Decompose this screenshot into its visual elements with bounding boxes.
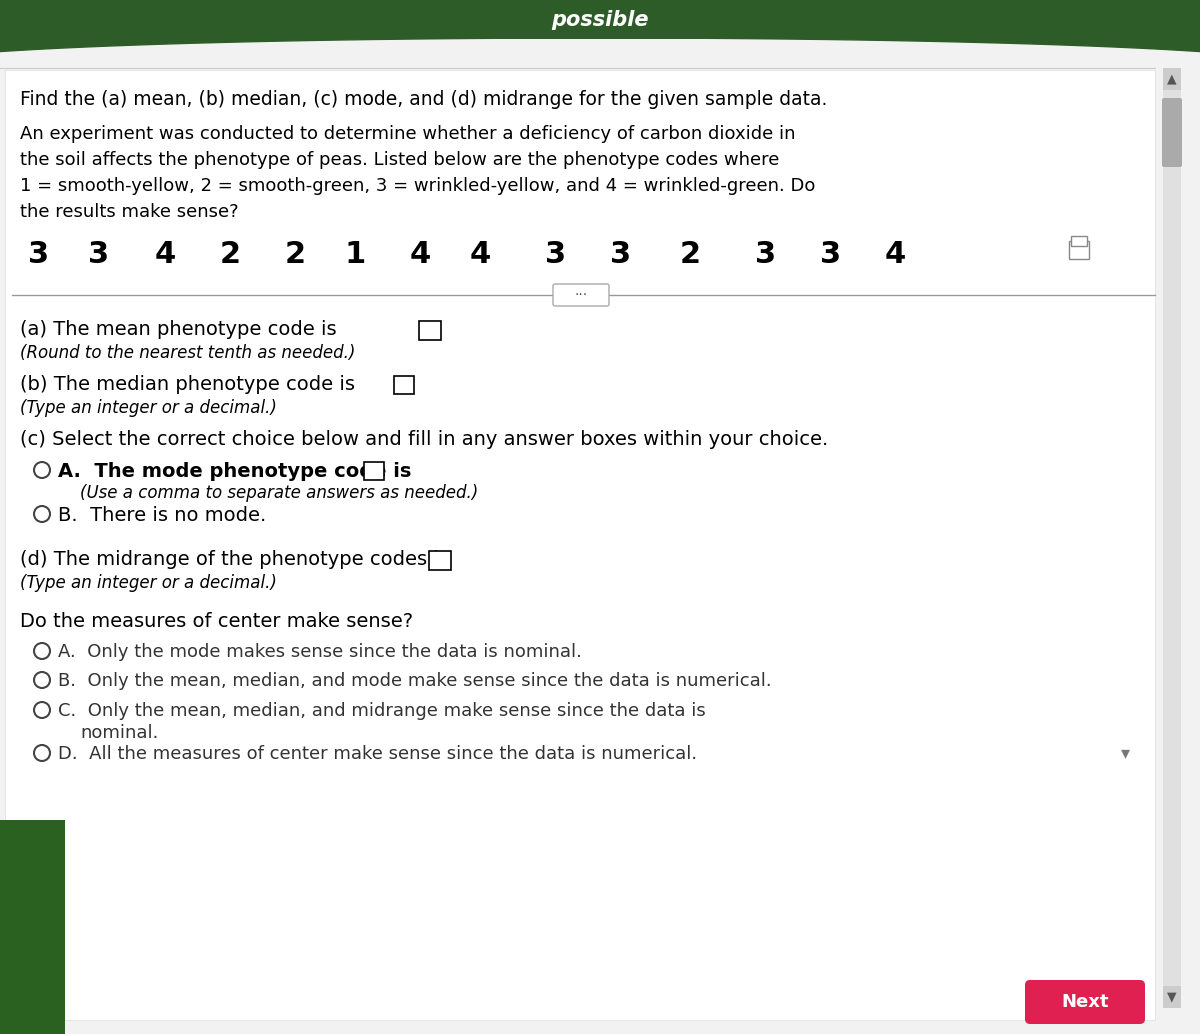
Text: Next: Next [1061, 993, 1109, 1011]
FancyBboxPatch shape [430, 551, 451, 570]
Text: 3: 3 [28, 240, 49, 269]
Text: 2: 2 [680, 240, 701, 269]
FancyBboxPatch shape [1025, 980, 1145, 1024]
Text: the soil affects the phenotype of peas. Listed below are the phenotype codes whe: the soil affects the phenotype of peas. … [20, 151, 779, 169]
FancyBboxPatch shape [0, 820, 65, 1034]
Text: (c) Select the correct choice below and fill in any answer boxes within your cho: (c) Select the correct choice below and … [20, 430, 828, 449]
Text: Do the measures of center make sense?: Do the measures of center make sense? [20, 612, 413, 631]
Text: 3: 3 [610, 240, 631, 269]
Text: B.  There is no mode.: B. There is no mode. [58, 506, 266, 525]
FancyBboxPatch shape [553, 284, 610, 306]
Text: A.  The mode phenotype code is: A. The mode phenotype code is [58, 462, 412, 481]
FancyBboxPatch shape [419, 321, 442, 340]
Text: 3: 3 [820, 240, 841, 269]
Text: ···: ··· [575, 288, 588, 302]
Text: (Type an integer or a decimal.): (Type an integer or a decimal.) [20, 399, 277, 417]
Text: nominal.: nominal. [80, 724, 158, 742]
Text: ▾: ▾ [1121, 744, 1129, 762]
FancyBboxPatch shape [0, 0, 1200, 38]
FancyBboxPatch shape [1163, 68, 1181, 1008]
Text: ▼: ▼ [1168, 991, 1177, 1004]
Text: 4: 4 [155, 240, 176, 269]
FancyBboxPatch shape [364, 462, 384, 480]
FancyBboxPatch shape [394, 376, 414, 394]
Text: 2: 2 [220, 240, 241, 269]
FancyBboxPatch shape [1072, 236, 1087, 246]
Text: D.  All the measures of center make sense since the data is numerical.: D. All the measures of center make sense… [58, 746, 697, 763]
Text: ▲: ▲ [1168, 72, 1177, 86]
Text: 1: 1 [346, 240, 366, 269]
Text: the results make sense?: the results make sense? [20, 203, 239, 221]
Text: An experiment was conducted to determine whether a deficiency of carbon dioxide : An experiment was conducted to determine… [20, 125, 796, 143]
Text: Find the (a) mean, (b) median, (c) mode, and (d) midrange for the given sample d: Find the (a) mean, (b) median, (c) mode,… [20, 90, 827, 109]
Text: 4: 4 [470, 240, 491, 269]
Text: 4: 4 [410, 240, 431, 269]
Text: (Round to the nearest tenth as needed.): (Round to the nearest tenth as needed.) [20, 344, 355, 362]
Text: 1 = smooth-yellow, 2 = smooth-green, 3 = wrinkled-yellow, and 4 = wrinkled-green: 1 = smooth-yellow, 2 = smooth-green, 3 =… [20, 177, 815, 195]
Text: (Use a comma to separate answers as needed.): (Use a comma to separate answers as need… [80, 484, 479, 501]
Text: 4: 4 [886, 240, 906, 269]
Text: C.  Only the mean, median, and midrange make sense since the data is: C. Only the mean, median, and midrange m… [58, 702, 706, 720]
Text: (b) The median phenotype code is: (b) The median phenotype code is [20, 375, 355, 394]
FancyBboxPatch shape [1163, 68, 1181, 90]
Text: (a) The mean phenotype code is: (a) The mean phenotype code is [20, 320, 337, 339]
Text: (Type an integer or a decimal.): (Type an integer or a decimal.) [20, 574, 277, 592]
Text: A.  Only the mode makes sense since the data is nominal.: A. Only the mode makes sense since the d… [58, 643, 582, 661]
FancyBboxPatch shape [1163, 986, 1181, 1008]
Text: 2: 2 [286, 240, 306, 269]
FancyBboxPatch shape [1069, 241, 1090, 258]
Text: B.  Only the mean, median, and mode make sense since the data is numerical.: B. Only the mean, median, and mode make … [58, 672, 772, 690]
FancyBboxPatch shape [5, 70, 1154, 1020]
Text: 3: 3 [755, 240, 776, 269]
Text: (d) The midrange of the phenotype codes is: (d) The midrange of the phenotype codes … [20, 550, 449, 569]
FancyBboxPatch shape [1162, 98, 1182, 168]
Text: 3: 3 [88, 240, 109, 269]
Text: possible: possible [551, 10, 649, 30]
Text: 3: 3 [545, 240, 566, 269]
